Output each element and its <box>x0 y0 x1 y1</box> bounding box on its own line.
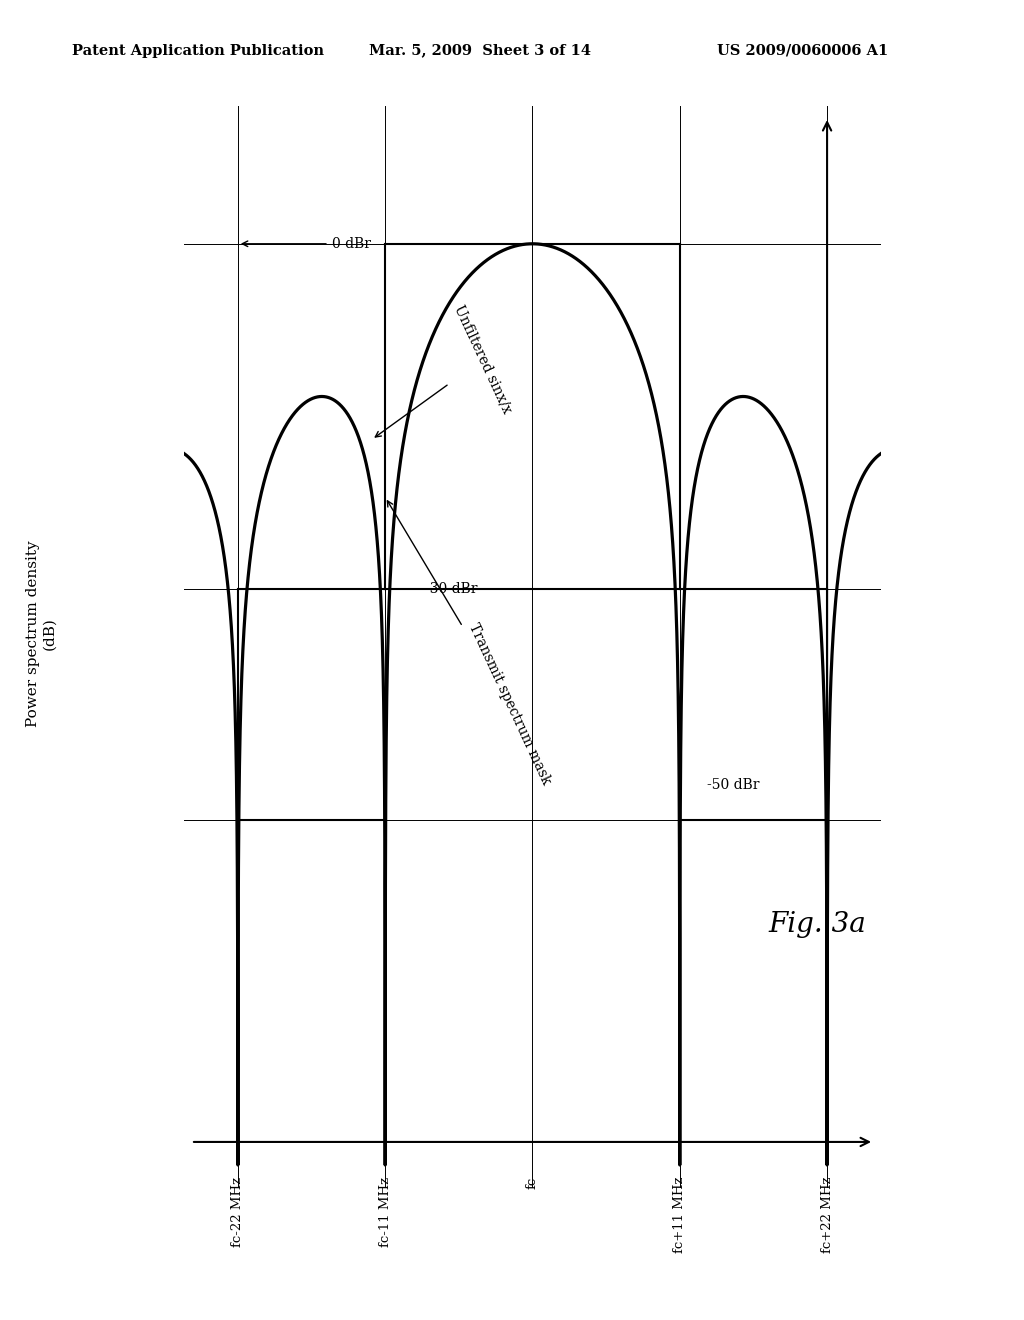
Text: Transmit spectrum mask: Transmit spectrum mask <box>387 500 553 787</box>
Text: fc+22 MHz: fc+22 MHz <box>820 1176 834 1253</box>
Text: Power spectrum density
(dB): Power spectrum density (dB) <box>26 540 56 727</box>
Text: -30 dBr: -30 dBr <box>425 582 478 597</box>
Text: Mar. 5, 2009  Sheet 3 of 14: Mar. 5, 2009 Sheet 3 of 14 <box>369 44 591 58</box>
Text: Unfiltered sinx/x: Unfiltered sinx/x <box>376 302 515 437</box>
Text: fc-11 MHz: fc-11 MHz <box>379 1176 392 1246</box>
Text: 0 dBr: 0 dBr <box>243 236 371 251</box>
Text: -50 dBr: -50 dBr <box>707 777 759 792</box>
Text: Patent Application Publication: Patent Application Publication <box>72 44 324 58</box>
Text: US 2009/0060006 A1: US 2009/0060006 A1 <box>717 44 888 58</box>
Text: fc: fc <box>526 1176 539 1189</box>
Text: fc-22 MHz: fc-22 MHz <box>231 1176 245 1246</box>
Text: fc+11 MHz: fc+11 MHz <box>673 1176 686 1253</box>
Text: Fig. 3a: Fig. 3a <box>768 911 865 937</box>
